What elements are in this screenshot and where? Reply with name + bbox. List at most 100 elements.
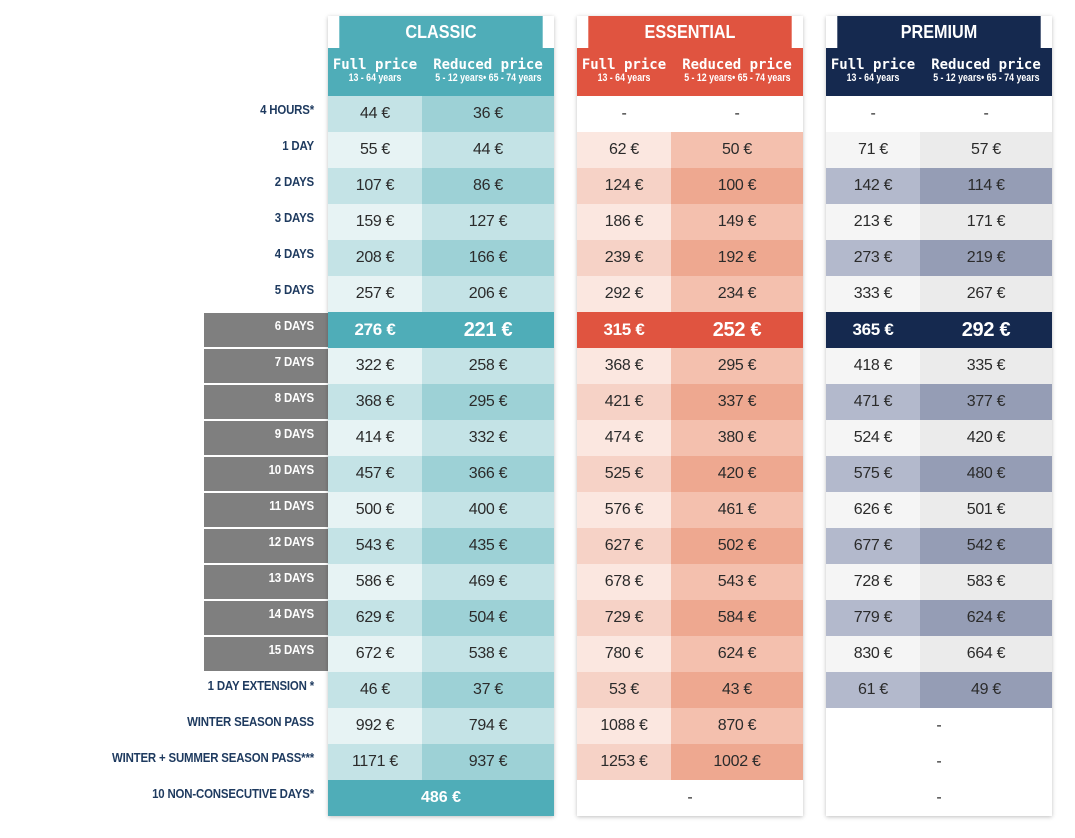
full-price-cell: 421 € (577, 384, 671, 420)
full-price-cell: 368 € (577, 348, 671, 384)
premium-column: PREMIUM Full price 13 - 64 years Reduced … (826, 16, 1052, 816)
reduced-price-cell: 219 € (920, 240, 1052, 276)
classic-title: CLASSIC (339, 16, 543, 48)
price-row: 500 €400 € (328, 492, 554, 528)
price-row: 61 €49 € (826, 672, 1052, 708)
reduced-price-cell: 624 € (671, 636, 803, 672)
reduced-price-cell: 542 € (920, 528, 1052, 564)
price-row: 46 €37 € (328, 672, 554, 708)
reduced-price-cell: 937 € (422, 744, 554, 780)
reduced-price-cell: 870 € (671, 708, 803, 744)
row-label: 12 DAYS (268, 534, 315, 549)
reduced-price-cell: 192 € (671, 240, 803, 276)
essential-reduced-label: Reduced price (682, 57, 792, 73)
row-label: 8 DAYS (274, 390, 314, 405)
reduced-price-cell: 36 € (422, 96, 554, 132)
price-row: 576 €461 € (577, 492, 803, 528)
label-grey-box (204, 529, 328, 563)
reduced-price-cell: 100 € (671, 168, 803, 204)
price-row: 414 €332 € (328, 420, 554, 456)
reduced-price-cell: 206 € (422, 276, 554, 312)
reduced-price-cell: 50 € (671, 132, 803, 168)
reduced-price-cell: 37 € (422, 672, 554, 708)
price-row: 208 €166 € (328, 240, 554, 276)
price-row: 239 €192 € (577, 240, 803, 276)
price-row: 1171 €937 € (328, 744, 554, 780)
label-grey-box (204, 637, 328, 671)
full-price-cell: 728 € (826, 564, 920, 600)
reduced-price-cell: 127 € (422, 204, 554, 240)
price-row: 62 €50 € (577, 132, 803, 168)
price-row: 368 €295 € (328, 384, 554, 420)
reduced-price-cell: 543 € (671, 564, 803, 600)
full-price-cell: 61 € (826, 672, 920, 708)
reduced-price-cell: 624 € (920, 600, 1052, 636)
price-row: 142 €114 € (826, 168, 1052, 204)
full-price-cell: 46 € (328, 672, 422, 708)
full-price-cell: 500 € (328, 492, 422, 528)
price-row: 418 €335 € (826, 348, 1052, 384)
full-price-cell: 1171 € (328, 744, 422, 780)
row-label: WINTER + SUMMER SEASON PASS*** (111, 750, 314, 765)
classic-subheader: Full price 13 - 64 years Reduced price 5 -… (328, 48, 554, 96)
classic-reduced-label: Reduced price (433, 57, 543, 73)
price-row: 1088 €870 € (577, 708, 803, 744)
price-row: 992 €794 € (328, 708, 554, 744)
reduced-price-cell: 504 € (422, 600, 554, 636)
essential-reduced-ages: 5 - 12 years• 65 - 74 years (684, 72, 791, 84)
reduced-price-cell: 57 € (920, 132, 1052, 168)
price-row: - (826, 708, 1052, 744)
row-label: WINTER SEASON PASS (187, 714, 314, 729)
price-row: 780 €624 € (577, 636, 803, 672)
reduced-price-cell: 332 € (422, 420, 554, 456)
full-price-cell: 107 € (328, 168, 422, 204)
premium-full-label: Full price (830, 57, 916, 73)
full-price-cell: 53 € (577, 672, 671, 708)
price-row: 55 €44 € (328, 132, 554, 168)
price-row: -- (577, 96, 803, 132)
classic-reduced-ages: 5 - 12 years• 65 - 74 years (435, 72, 542, 84)
reduced-price-cell: 538 € (422, 636, 554, 672)
price-row: 629 €504 € (328, 600, 554, 636)
reduced-price-cell: 292 € (920, 312, 1052, 348)
reduced-price-cell: 258 € (422, 348, 554, 384)
full-price-cell: 414 € (328, 420, 422, 456)
label-grey-box (204, 349, 328, 383)
full-price-cell: 672 € (328, 636, 422, 672)
reduced-price-cell: 43 € (671, 672, 803, 708)
essential-full-label: Full price (581, 57, 667, 73)
spanning-price-cell: - (826, 780, 1052, 816)
row-label: 4 DAYS (274, 246, 314, 261)
full-price-cell: 525 € (577, 456, 671, 492)
essential-subheader: Full price 13 - 64 years Reduced price 5 -… (577, 48, 803, 96)
full-price-cell: 55 € (328, 132, 422, 168)
full-price-cell: 543 € (328, 528, 422, 564)
price-row: 53 €43 € (577, 672, 803, 708)
full-price-cell: 322 € (328, 348, 422, 384)
price-row: 213 €171 € (826, 204, 1052, 240)
full-price-cell: 44 € (328, 96, 422, 132)
full-price-cell: 292 € (577, 276, 671, 312)
spanning-price-cell: 486 € (328, 780, 554, 816)
full-price-cell: 627 € (577, 528, 671, 564)
reduced-price-cell: 583 € (920, 564, 1052, 600)
classic-column: CLASSIC Full price 13 - 64 years Reduced … (328, 16, 554, 816)
price-row: 186 €149 € (577, 204, 803, 240)
reduced-price-cell: 420 € (920, 420, 1052, 456)
reduced-price-cell: 380 € (671, 420, 803, 456)
full-price-cell: 626 € (826, 492, 920, 528)
essential-full-ages: 13 - 64 years (597, 72, 651, 84)
price-row: 368 €295 € (577, 348, 803, 384)
price-row: 586 €469 € (328, 564, 554, 600)
full-price-cell: 678 € (577, 564, 671, 600)
label-grey-box (204, 565, 328, 599)
full-price-cell: 368 € (328, 384, 422, 420)
premium-rows: - -71 €57 €142 €114 €213 €171 €273 €219 €… (826, 96, 1052, 816)
full-price-cell: 729 € (577, 600, 671, 636)
price-row: 44 €36 € (328, 96, 554, 132)
price-row: 672 €538 € (328, 636, 554, 672)
label-grey-box (204, 421, 328, 455)
price-row: 322 €258 € (328, 348, 554, 384)
full-price-cell: 677 € (826, 528, 920, 564)
price-row: 729 €584 € (577, 600, 803, 636)
